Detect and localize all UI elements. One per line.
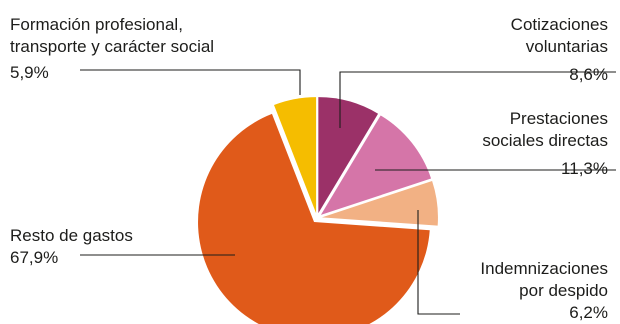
label-indemnizaciones-value: 6,2% bbox=[569, 303, 608, 322]
label-prestaciones-value: 11,3% bbox=[561, 159, 608, 178]
label-formacion-value: 5,9% bbox=[10, 63, 49, 82]
label-indemnizaciones-line2: por despido bbox=[519, 281, 608, 300]
label-resto-value: 67,9% bbox=[10, 248, 58, 267]
label-cotizaciones-value: 8,6% bbox=[569, 65, 608, 84]
leader-line-indemnizaciones bbox=[418, 210, 460, 314]
label-resto-line1: Resto de gastos bbox=[10, 226, 133, 245]
pie-slices bbox=[198, 97, 438, 324]
label-cotizaciones-line2: voluntarias bbox=[526, 37, 608, 56]
label-indemnizaciones-line1: Indemnizaciones bbox=[480, 259, 608, 278]
label-prestaciones-line2: sociales directas bbox=[482, 131, 608, 150]
label-formacion-line2: transporte y carácter social bbox=[10, 37, 214, 56]
label-cotizaciones-line1: Cotizaciones bbox=[511, 15, 608, 34]
label-prestaciones-line1: Prestaciones bbox=[510, 109, 608, 128]
leader-line-formacion bbox=[80, 70, 300, 95]
label-formacion-line1: Formación profesional, bbox=[10, 15, 183, 34]
